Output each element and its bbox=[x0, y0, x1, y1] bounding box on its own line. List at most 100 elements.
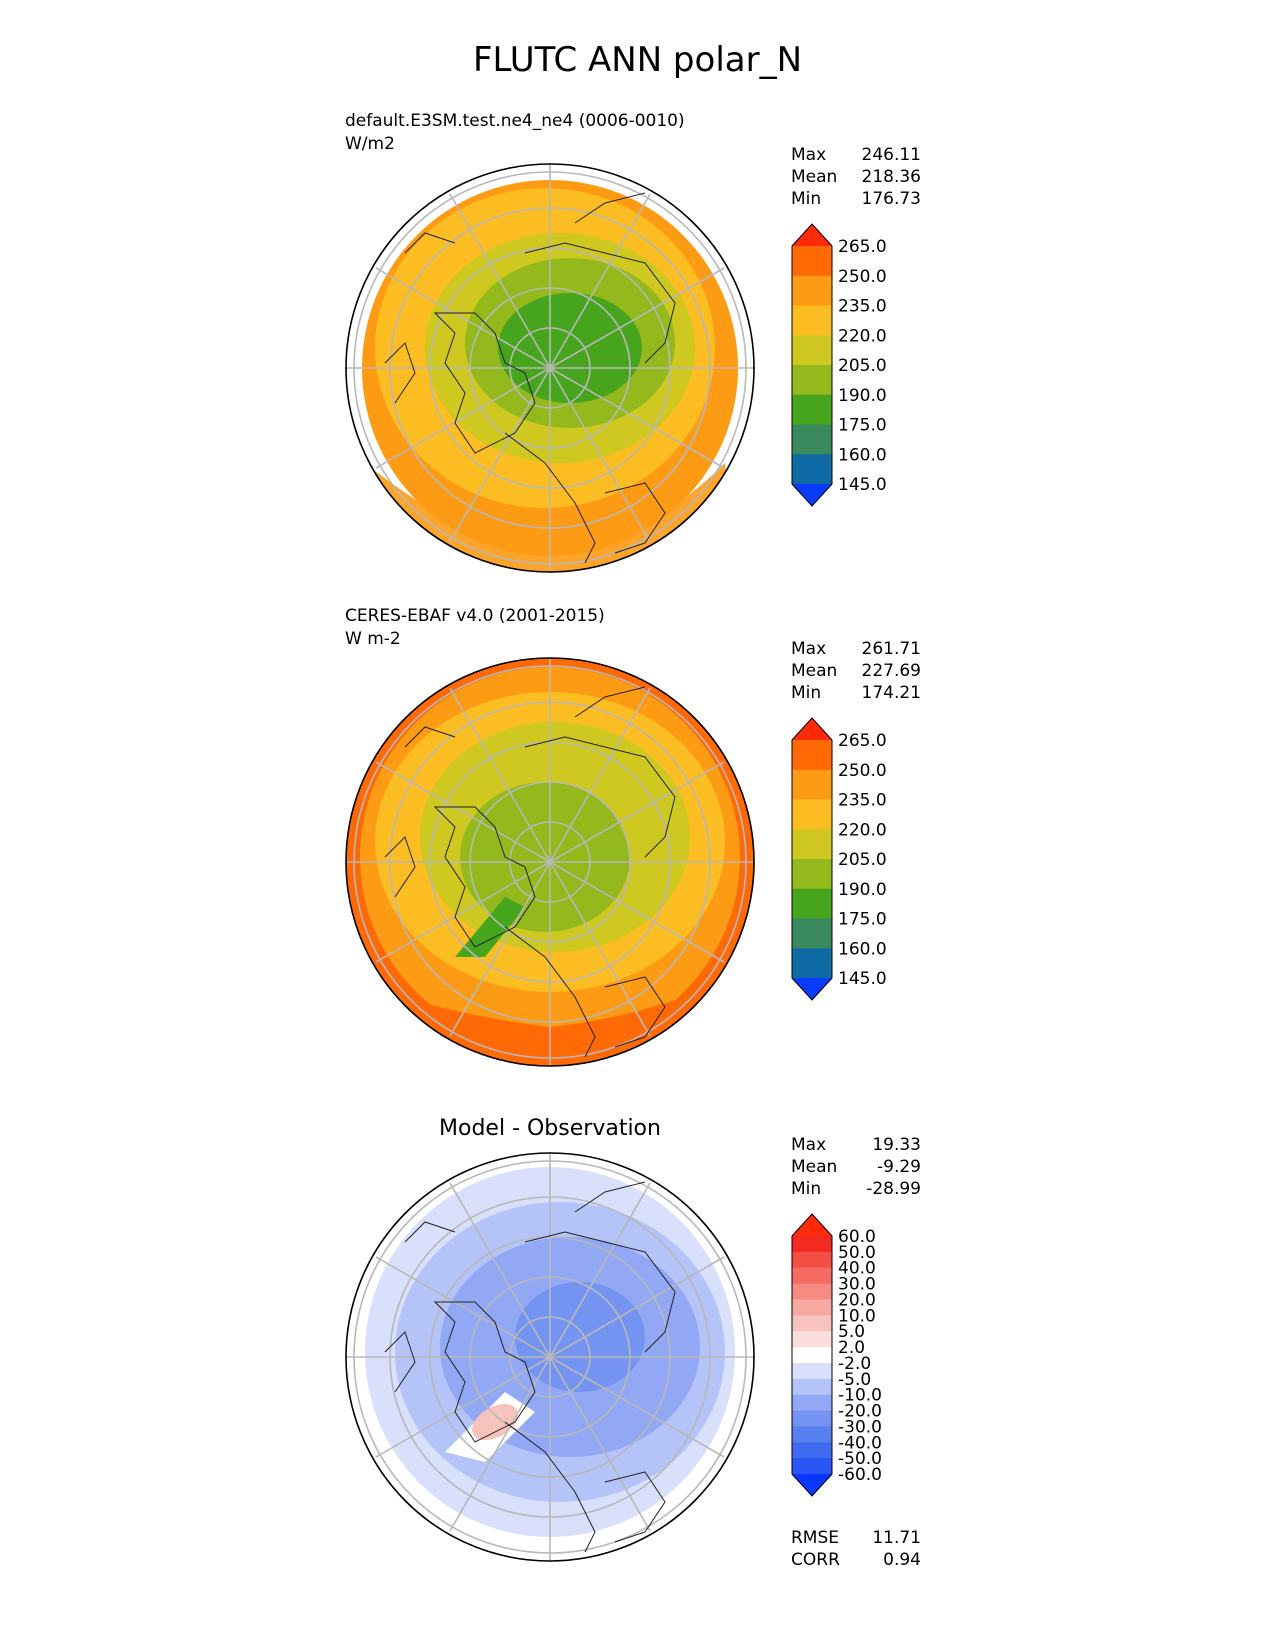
colorbar-tick-label: 20.0 bbox=[838, 1290, 876, 1310]
colorbar-outline bbox=[791, 1213, 833, 1497]
panel-2-min-value: 174.21 bbox=[861, 683, 921, 703]
colorbar-band bbox=[792, 1267, 832, 1285]
colorbar-band bbox=[792, 1347, 832, 1364]
panel-3-polar-map bbox=[345, 1152, 755, 1562]
panel-1-coastlines bbox=[384, 192, 676, 564]
colorbar-extend-max bbox=[792, 718, 832, 740]
colorbar-band bbox=[792, 1315, 832, 1332]
colorbar-band bbox=[792, 799, 832, 830]
colorbar-tick-label: 60.0 bbox=[838, 1227, 876, 1247]
colorbar-tick-label: -50.0 bbox=[838, 1449, 882, 1469]
colorbar-band bbox=[792, 1378, 832, 1396]
panel-2-mean-label: Mean bbox=[791, 661, 838, 681]
colorbar-tick-label: 145.0 bbox=[838, 475, 887, 495]
colorbar-band bbox=[792, 335, 832, 366]
colorbar-tick-label: 175.0 bbox=[838, 416, 887, 436]
colorbar-tick-label: 50.0 bbox=[838, 1243, 876, 1263]
panel-1-stats: Max 246.11 Mean 218.36 Min 176.73 bbox=[791, 144, 921, 210]
rmse-value: 11.71 bbox=[872, 1528, 921, 1548]
panel-3-min-label: Min bbox=[791, 1179, 822, 1199]
colorbar-tick-label: 235.0 bbox=[838, 297, 887, 317]
colorbar-band bbox=[792, 275, 832, 306]
panel-2-units: W m-2 bbox=[345, 629, 401, 649]
panel-1-polar-map bbox=[345, 163, 755, 573]
panel-1-dataset-name: default.E3SM.test.ne4_ne4 (0006-0010) bbox=[345, 111, 685, 131]
panel-3-min-value: -28.99 bbox=[866, 1179, 921, 1199]
panel-1-units: W/m2 bbox=[345, 134, 395, 154]
panel-3-graticule bbox=[345, 1152, 755, 1562]
colorbar-tick-label: -30.0 bbox=[838, 1417, 882, 1437]
colorbar-band bbox=[792, 1362, 832, 1380]
panel-3-title: Model - Observation bbox=[439, 1116, 661, 1141]
colorbar-extend-max bbox=[792, 1214, 832, 1236]
colorbar-band bbox=[792, 1299, 832, 1316]
colorbar-band bbox=[792, 246, 832, 277]
panel-2-stats: Max 261.71 Mean 227.69 Min 174.21 bbox=[791, 638, 921, 704]
colorbar-extend-min bbox=[792, 978, 832, 1000]
colorbar-band bbox=[792, 1283, 832, 1300]
colorbar-tick-label: 5.0 bbox=[838, 1322, 865, 1342]
colorbar-band bbox=[792, 948, 832, 979]
colorbar-tick-label: 160.0 bbox=[838, 445, 887, 465]
panel-1-title: default.E3SM.test.ne4_ne4 (0006-0010) W/… bbox=[345, 110, 685, 156]
panel-2-mean-value: 227.69 bbox=[861, 661, 921, 681]
colorbar-band bbox=[792, 1251, 832, 1269]
panel-2-colorbar: 145.0 160.0 175.0 190.0 205.0 220.0 235.0 250.0… bbox=[791, 717, 887, 1001]
colorbar-tick-label: 10.0 bbox=[838, 1306, 876, 1326]
colorbar-tick-label: 265.0 bbox=[838, 237, 887, 257]
colorbar-band bbox=[792, 1331, 832, 1348]
colorbar-band bbox=[792, 1236, 832, 1253]
colorbar-tick-label: -60.0 bbox=[838, 1465, 882, 1485]
colorbar-band bbox=[792, 769, 832, 800]
panel-3-max-label: Max bbox=[791, 1135, 827, 1155]
colorbar-tick-label: 190.0 bbox=[838, 880, 887, 900]
colorbar-tick-label: 205.0 bbox=[838, 850, 887, 870]
colorbar-band bbox=[792, 888, 832, 919]
colorbar-band bbox=[792, 1410, 832, 1427]
panel-1-min-value: 176.73 bbox=[861, 189, 921, 209]
colorbar-extend-max bbox=[792, 224, 832, 246]
figure-title: FLUTC ANN polar_N bbox=[472, 40, 803, 80]
panel-2-title: CERES-EBAF v4.0 (2001-2015) W m-2 bbox=[345, 605, 605, 651]
colorbar-extend-min bbox=[792, 484, 832, 506]
colorbar-band bbox=[792, 424, 832, 455]
colorbar-tick-label: 30.0 bbox=[838, 1275, 876, 1295]
panel-2-min-label: Min bbox=[791, 683, 822, 703]
panel-3-stats: Max 19.33 Mean -9.29 Min -28.99 bbox=[791, 1134, 921, 1200]
colorbar-outline bbox=[791, 717, 833, 1001]
colorbar-band bbox=[792, 1442, 832, 1459]
colorbar-tick-label: 250.0 bbox=[838, 267, 887, 287]
colorbar-band bbox=[792, 1426, 832, 1443]
colorbar-band bbox=[792, 859, 832, 890]
colorbar-band bbox=[792, 918, 832, 949]
colorbar-tick-label: -2.0 bbox=[838, 1354, 871, 1374]
panel-2-max-label: Max bbox=[791, 639, 827, 659]
colorbar-tick-label: 265.0 bbox=[838, 731, 887, 751]
panel-3-mean-value: -9.29 bbox=[877, 1157, 921, 1177]
colorbar-band bbox=[792, 1394, 832, 1412]
panel-3-colorbar: -60.0-50.0-40.0-30.0-20.0-10.0-5.0-2.02.… bbox=[791, 1213, 882, 1497]
corr-value: 0.94 bbox=[883, 1550, 921, 1570]
colorbar-tick-label: 220.0 bbox=[838, 820, 887, 840]
panel-2-max-value: 261.71 bbox=[861, 639, 921, 659]
colorbar-tick-label: 235.0 bbox=[838, 791, 887, 811]
corr-label: CORR bbox=[791, 1550, 840, 1570]
panel-1-mean-label: Mean bbox=[791, 167, 838, 187]
panel-2-dataset-name: CERES-EBAF v4.0 (2001-2015) bbox=[345, 606, 605, 626]
colorbar-band bbox=[792, 454, 832, 485]
panel-2-polar-map bbox=[345, 657, 755, 1067]
colorbar-tick-label: -20.0 bbox=[838, 1402, 882, 1422]
panel-1-max-label: Max bbox=[791, 145, 827, 165]
panel-1-graticule bbox=[345, 163, 755, 573]
colorbar-tick-label: -40.0 bbox=[838, 1433, 882, 1453]
colorbar-tick-label: 205.0 bbox=[838, 356, 887, 376]
panel-3-max-value: 19.33 bbox=[872, 1135, 921, 1155]
panel-1-max-value: 246.11 bbox=[861, 145, 921, 165]
colorbar-band bbox=[792, 740, 832, 771]
colorbar-tick-label: 2.0 bbox=[838, 1338, 865, 1358]
panel-3-mean-label: Mean bbox=[791, 1157, 838, 1177]
colorbar-tick-label: 160.0 bbox=[838, 939, 887, 959]
panel-1-min-label: Min bbox=[791, 189, 822, 209]
colorbar-band bbox=[792, 394, 832, 425]
colorbar-tick-label: 40.0 bbox=[838, 1259, 876, 1279]
